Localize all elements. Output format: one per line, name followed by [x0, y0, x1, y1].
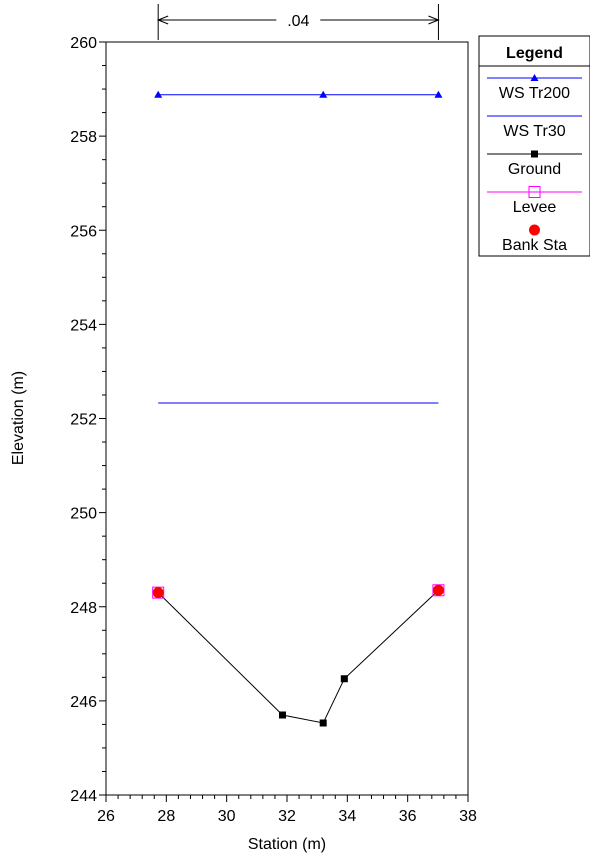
plot-frame [106, 42, 468, 795]
x-tick-label: 26 [97, 808, 115, 825]
y-tick-label: 252 [70, 412, 97, 429]
legend-marker [531, 151, 538, 158]
legend: Legend WS Tr200 WS Tr30 Ground Levee Bank Sta [479, 36, 590, 256]
legend-label: WS Tr30 [503, 123, 565, 140]
data-point [433, 585, 444, 596]
y-tick-label: 244 [70, 788, 97, 805]
series-line [158, 590, 438, 723]
y-tick-label: 256 [70, 223, 97, 240]
legend-box [479, 36, 590, 256]
x-tick-label: 28 [157, 808, 175, 825]
x-axis: 26 28 30 32 34 36 38 [97, 795, 477, 825]
data-point [153, 587, 164, 598]
manning-n-label: .04 [287, 13, 309, 30]
y-tick-label: 254 [70, 317, 97, 334]
manning-n-annotation: .04 [158, 4, 438, 40]
legend-label: WS Tr200 [499, 85, 570, 102]
series [153, 585, 444, 598]
x-tick-label: 30 [218, 808, 236, 825]
x-tick-label: 38 [459, 808, 477, 825]
y-axis: 244 246 248 250 252 254 256 258 260 [70, 35, 106, 805]
y-tick-label: 260 [70, 35, 97, 52]
y-axis-label: Elevation (m) [10, 371, 27, 465]
y-tick-label: 246 [70, 694, 97, 711]
data-point [279, 711, 286, 718]
series [154, 91, 442, 98]
series-group [153, 91, 444, 727]
x-axis-label: Station (m) [248, 836, 326, 853]
x-tick-label: 32 [278, 808, 296, 825]
series [155, 587, 442, 727]
legend-label: Ground [508, 161, 561, 178]
legend-label: Levee [513, 199, 557, 216]
legend-label: Bank Sta [502, 237, 567, 254]
legend-title: Legend [506, 45, 563, 62]
y-tick-label: 250 [70, 506, 97, 523]
legend-marker [529, 225, 540, 236]
y-tick-label: 248 [70, 600, 97, 617]
data-point [320, 719, 327, 726]
series [153, 585, 444, 598]
y-tick-label: 258 [70, 129, 97, 146]
data-point [341, 675, 348, 682]
x-tick-label: 34 [338, 808, 356, 825]
x-tick-label: 36 [399, 808, 417, 825]
